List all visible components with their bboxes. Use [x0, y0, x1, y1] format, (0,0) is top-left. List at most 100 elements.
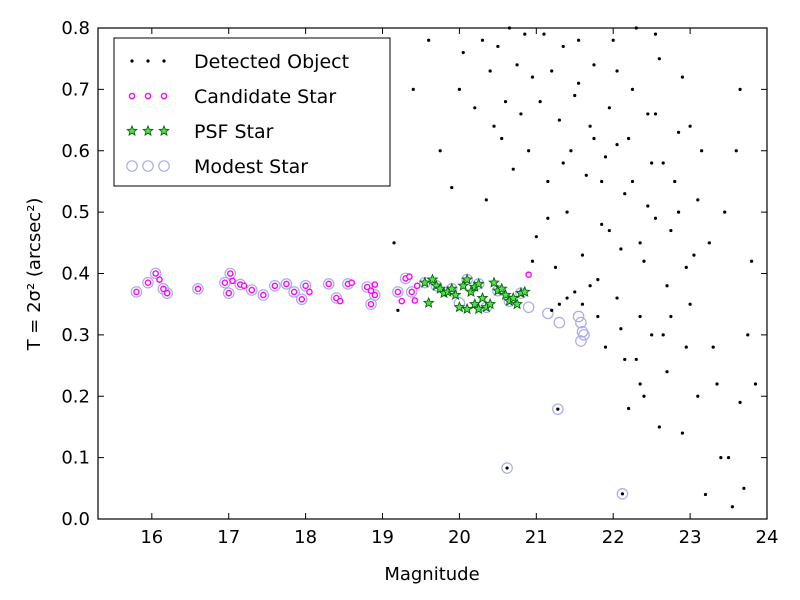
detected-object-point: [588, 124, 592, 128]
candidate-star-point: [226, 270, 234, 277]
detected-object-point: [488, 69, 492, 73]
detected-object-point: [742, 486, 746, 490]
x-tick-label: 17: [217, 527, 240, 548]
y-tick-label: 0.7: [61, 79, 90, 100]
detected-object-point: [496, 44, 500, 49]
candidate-star-point: [367, 300, 375, 308]
candidate-star-point: [302, 282, 309, 290]
candidate-star-point: [144, 279, 152, 287]
detected-object-point: [661, 161, 665, 165]
detected-object-point: [484, 198, 488, 202]
detected-object-point: [538, 100, 542, 104]
detected-object-point: [588, 284, 592, 288]
candidate-star-point: [371, 291, 379, 299]
candidate-star-point: [336, 297, 344, 305]
detected-object-point: [523, 32, 527, 36]
psf-star-point: [422, 296, 435, 308]
detected-object-point: [669, 314, 673, 319]
detected-object-point: [653, 216, 658, 220]
detected-object-point: [546, 179, 550, 184]
candidate-star-point: [298, 295, 306, 303]
candidate-star-point: [398, 297, 406, 305]
detected-object-point: [392, 241, 396, 245]
detected-object-point: [592, 63, 596, 67]
detected-object-point: [638, 241, 642, 245]
candidate-star-point: [152, 270, 159, 277]
detected-object-point: [700, 149, 704, 153]
detected-object-point: [557, 302, 561, 306]
candidate-star-point: [306, 288, 313, 296]
modest-star-point: [616, 488, 629, 500]
detected-object-point: [561, 161, 565, 165]
detected-object-point: [615, 69, 619, 73]
candidate-star-point: [160, 285, 167, 293]
modest-star-point: [149, 267, 162, 280]
legend-label-modest-star: Modest Star: [194, 156, 308, 178]
detected-object-point: [565, 296, 569, 300]
legend-marker-detected-object: [162, 59, 166, 63]
detected-object-point: [661, 333, 665, 337]
detected-object-point: [557, 118, 561, 122]
detected-object-point: [550, 308, 554, 312]
legend-marker-psf-star: [158, 124, 170, 137]
detected-object-point: [530, 75, 535, 79]
modest-star-point: [288, 286, 300, 298]
modest-star-point: [405, 286, 418, 298]
detected-object-point: [600, 222, 604, 226]
detected-object-point: [688, 302, 692, 306]
modest-star-point: [280, 278, 293, 290]
detected-object-point: [626, 406, 631, 411]
candidate-star-point: [408, 288, 416, 296]
psf-star-point: [457, 279, 470, 291]
detected-object-point: [620, 492, 625, 496]
y-axis-label: T = 2σ² (arcsec²): [24, 198, 45, 352]
detected-object-point: [615, 143, 619, 147]
candidate-star-point: [371, 281, 379, 288]
detected-object-point: [492, 124, 496, 128]
psf-star-point: [507, 291, 520, 304]
candidate-star-point: [194, 285, 202, 293]
detected-object-point: [665, 370, 669, 374]
detected-object-point: [619, 327, 623, 331]
psf-star-point: [465, 285, 477, 297]
candidate-star-point: [413, 282, 421, 290]
detected-object-point: [569, 149, 573, 153]
detected-object-point: [457, 87, 462, 91]
x-axis-label: Magnitude: [384, 564, 479, 585]
detected-object-point: [607, 106, 611, 110]
detected-object-point: [653, 32, 658, 36]
detected-object-point: [638, 314, 642, 319]
detected-object-point: [746, 333, 750, 337]
modest-star-point: [552, 403, 564, 415]
modest-star-point: [365, 298, 377, 310]
detected-object-point: [676, 130, 681, 134]
detected-object-point: [676, 210, 681, 214]
psf-star-point: [476, 291, 489, 304]
psf-star-point: [461, 273, 474, 285]
legend-label-candidate-star: Candidate Star: [194, 86, 336, 108]
detected-object-point: [684, 345, 688, 349]
detected-object-point: [450, 185, 454, 190]
modest-star-point: [542, 307, 554, 320]
psf-star-point: [518, 285, 531, 297]
detected-object-point: [684, 265, 688, 269]
detected-object-point: [505, 466, 509, 470]
detected-object-point: [573, 290, 577, 294]
psf-star-point: [511, 297, 523, 310]
detected-object-point: [542, 32, 546, 36]
detected-object-point: [511, 167, 515, 171]
detected-object-point: [723, 210, 727, 214]
legend: Detected Object Candidate Star PSF Star Mod…: [113, 37, 391, 187]
detected-object-point: [519, 112, 523, 116]
detected-object-point: [715, 382, 719, 386]
detected-object-point: [553, 265, 558, 269]
y-tick-label: 0.3: [61, 325, 90, 346]
detected-object-point: [596, 314, 600, 319]
legend-marker-modest-star: [142, 160, 154, 172]
y-tick-label: 0.0: [61, 509, 90, 530]
detected-object-point: [515, 63, 519, 67]
detected-object-point: [680, 75, 685, 79]
detected-object-point: [580, 302, 585, 306]
y-tick-label: 0.5: [61, 202, 90, 223]
